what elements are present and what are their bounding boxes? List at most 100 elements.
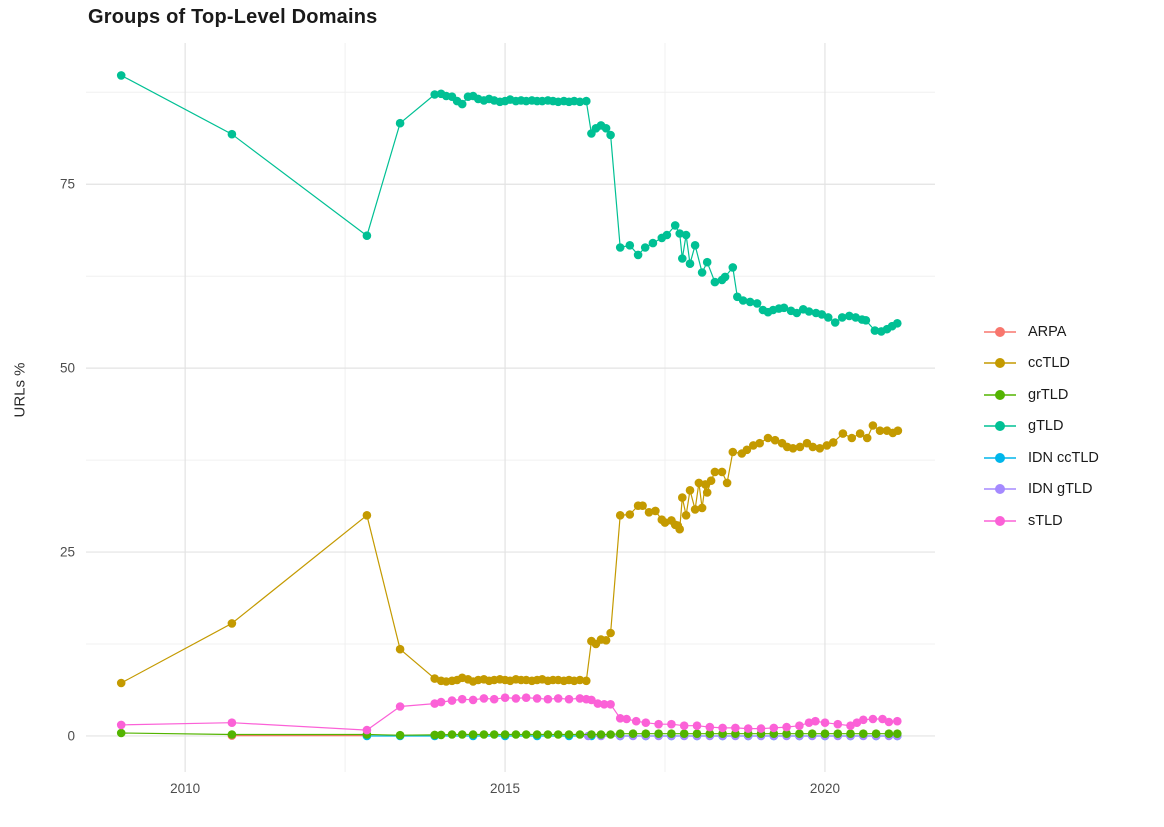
series-stld-point [884, 717, 894, 727]
series-stld-point [622, 714, 631, 724]
series-grtld-point [436, 730, 446, 740]
series-cctld-point [575, 675, 585, 685]
series-gtld [116, 71, 902, 336]
series-grtld-point [227, 730, 237, 739]
series-stld-point [593, 699, 603, 708]
series-stld-point [457, 694, 467, 704]
series-stld-point [599, 700, 609, 709]
y-tick-label: 50 [60, 361, 75, 376]
series-cctld-point [582, 676, 591, 686]
series-grtld-point [859, 729, 868, 738]
legend-label: grTLD [1028, 386, 1069, 403]
series-grtld-point [532, 730, 542, 739]
series-stld-point [447, 696, 457, 705]
series-grtld-point [511, 730, 521, 739]
legend-key-icon [984, 325, 1016, 339]
major-gridlines [86, 43, 935, 772]
legend-label: IDN ccTLD [1028, 449, 1099, 466]
series-grtld-point [628, 729, 638, 738]
series-stld-point [575, 694, 585, 703]
series-cctld-point [615, 511, 625, 520]
y-axis-label: URLs % [11, 362, 29, 418]
legend: ARPA ccTLD grTLD gTLD IDN ccTLD IDN gTLD sTLD [984, 316, 1099, 537]
series-stld-point [769, 723, 779, 733]
minor-gridlines [86, 43, 935, 772]
series-cctld-point [862, 433, 872, 443]
series-gtld-point [779, 303, 789, 313]
series-stld-point [878, 714, 887, 724]
series-gtld-point [640, 243, 650, 252]
series-gtld-point [606, 130, 615, 140]
legend-label: sTLD [1028, 512, 1063, 529]
series-gtld-point [745, 297, 755, 307]
legend-key-icon [984, 482, 1016, 496]
series-gtld-point [837, 313, 847, 322]
series-stld-point [553, 694, 563, 703]
series-grtld-point [500, 730, 510, 739]
series-grtld-point [575, 730, 585, 739]
series-grtld-point [782, 729, 791, 738]
series-grtld-point [457, 730, 467, 739]
series-gtld-point [430, 90, 440, 99]
series-grtld-point [479, 730, 489, 739]
series-cctld-point [706, 476, 716, 486]
legend-label: ccTLD [1028, 355, 1070, 372]
series-stld-point [615, 714, 625, 723]
legend-label: gTLD [1028, 418, 1064, 435]
series-stld-point [654, 719, 663, 729]
series-gtld-point [395, 118, 405, 128]
series-grtld-point [587, 730, 596, 739]
series-grtld-point [846, 729, 855, 738]
series-gtld-point [662, 230, 672, 240]
series-cctld-point [847, 433, 857, 443]
series-gtld-point [804, 307, 814, 316]
series-gtld-point [720, 272, 730, 282]
legend-label: ARPA [1028, 323, 1067, 340]
series-stld-point [521, 693, 531, 702]
series-stld-point [543, 694, 553, 704]
series-cctld-point [822, 441, 832, 450]
series-gtld-point [893, 319, 902, 328]
series-gtld-point [678, 254, 687, 263]
legend-item-grtld: grTLD [984, 379, 1099, 411]
x-tick-label: 2010 [170, 781, 200, 796]
series-grtld-point [116, 728, 126, 738]
series-gtld-point [681, 230, 691, 240]
series-cctld-point [681, 511, 691, 520]
series-cctld-point [697, 503, 707, 513]
series-grtld-point [667, 729, 676, 738]
series-cctld-point [868, 421, 878, 430]
series-cctld-point [788, 444, 798, 453]
series-cctld-point [606, 628, 615, 638]
legend-item-stld: sTLD [984, 505, 1099, 537]
series-cctld-point [395, 644, 405, 654]
series-stld-point [859, 715, 868, 725]
series-stld-point [756, 724, 766, 733]
series-gtld-point [728, 263, 738, 272]
series-grtld-point [641, 729, 651, 738]
series-stld-point [500, 693, 510, 702]
series-stld-point [852, 718, 862, 727]
series-gtld-point [690, 241, 700, 250]
legend-item-idn-gtld: IDN gTLD [984, 474, 1099, 506]
legend-key-icon [984, 388, 1016, 402]
series-cctld-point [838, 429, 848, 438]
legend-key-icon [984, 356, 1016, 370]
series-cctld-point [742, 445, 752, 455]
series-gtld-point [601, 124, 611, 133]
series-gtld-point [457, 99, 467, 109]
series-stld-point [782, 722, 791, 732]
series-grtld-point [543, 730, 553, 739]
series-gtld-point [823, 313, 833, 322]
series-stld-line [121, 697, 898, 731]
series-gtld-point [792, 308, 802, 318]
series-cctld-point [678, 493, 687, 502]
series-gtld-point [738, 296, 748, 305]
series-stld-point [731, 723, 740, 733]
series-grtld-point [654, 729, 663, 738]
series-grtld-point [596, 730, 606, 739]
series-grtld-point [615, 729, 625, 738]
series-cctld-point [829, 438, 838, 447]
